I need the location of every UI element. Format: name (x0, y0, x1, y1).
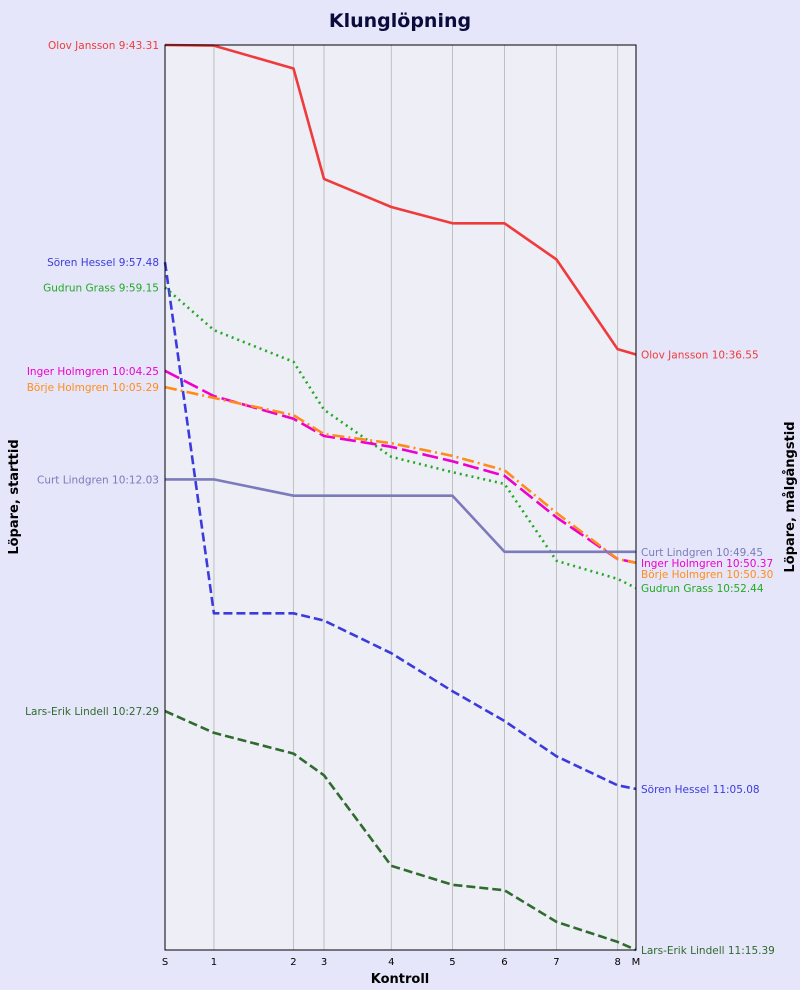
x-axis-title: Kontroll (371, 972, 430, 987)
start-label-olov-jansson: Olov Jansson 9:43.31 (48, 40, 159, 52)
x-tick-M: M (632, 957, 641, 968)
series-line-curt-lindgren (165, 478, 636, 554)
y-axis-title-left: Löpare, starttid (7, 439, 22, 554)
x-tick-4: 4 (388, 957, 394, 968)
series-line-olov-jansson (164, 43, 637, 356)
y-axis-title-right: Löpare, målgångstid (783, 421, 798, 572)
runner-labels: Olov Jansson 9:43.31 Sören Hessel 9:57.48… (25, 40, 775, 957)
end-label-olov-jansson: Olov Jansson 10:36.55 (641, 350, 759, 362)
start-label-curt-lindgren: Curt Lindgren 10:12.03 (37, 474, 159, 486)
x-tick-8: 8 (614, 957, 620, 968)
x-tick-1: 1 (211, 957, 217, 968)
x-tick-5: 5 (449, 957, 455, 968)
x-tick-3: 3 (321, 957, 327, 968)
end-label-inger-holmgren: Inger Holmgren 10:50.37 (641, 558, 773, 570)
x-tick-labels: S 1 2 3 4 5 6 7 8 M (162, 957, 641, 968)
start-label-b-rje-holmgren: Börje Holmgren 10:05.29 (27, 382, 159, 394)
plot-frame (164, 44, 637, 951)
series-line-lars-erik-lindell (164, 709, 637, 952)
end-label-s-ren-hessel: Sören Hessel 11:05.08 (641, 784, 760, 796)
start-label-gudrun-grass: Gudrun Grass 9:59.15 (43, 283, 159, 295)
end-label-lars-erik-lindell: Lars-Erik Lindell 11:15.39 (641, 945, 775, 957)
series-line-s-ren-hessel (163, 262, 637, 791)
x-tick-7: 7 (553, 957, 559, 968)
end-label-b-rje-holmgren: Börje Holmgren 10:50.30 (641, 569, 773, 581)
x-tick-6: 6 (501, 957, 507, 968)
start-label-s-ren-hessel: Sören Hessel 9:57.48 (47, 257, 159, 269)
chart-title: Klunglöpning (329, 10, 471, 32)
start-label-lars-erik-lindell: Lars-Erik Lindell 10:27.29 (25, 706, 159, 718)
x-tick-S: S (162, 957, 168, 968)
end-label-curt-lindgren: Curt Lindgren 10:49.45 (641, 547, 763, 559)
series-line-b-rje-holmgren (164, 385, 637, 564)
end-label-gudrun-grass: Gudrun Grass 10:52.44 (641, 583, 764, 595)
series-lines (163, 43, 637, 952)
x-tick-2: 2 (290, 957, 296, 968)
start-label-inger-holmgren: Inger Holmgren 10:04.25 (27, 366, 159, 378)
plot-area (164, 44, 637, 951)
